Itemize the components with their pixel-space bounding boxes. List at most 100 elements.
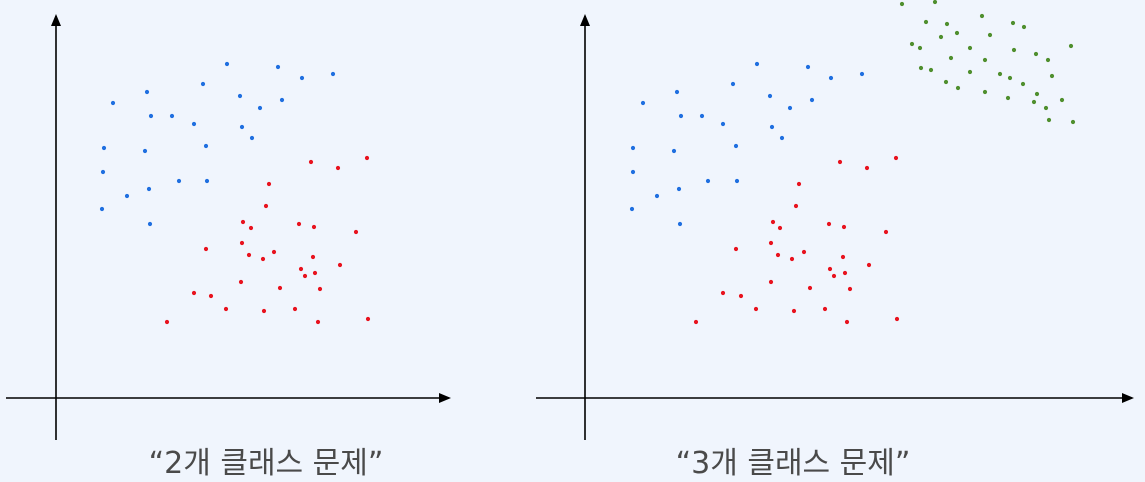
data-point-red [239,240,245,246]
data-point-green [917,45,923,51]
data-point-blue [699,113,705,119]
data-point-red [271,249,277,255]
data-point-blue [805,64,811,70]
data-point-blue [730,81,736,87]
data-point-blue [110,100,116,106]
data-point-blue [677,221,683,227]
data-point-blue [678,113,684,119]
data-point-green [932,0,938,5]
data-point-blue [101,145,107,151]
data-point-green [982,57,988,63]
data-point-green [1045,57,1051,63]
data-point-green [923,19,929,25]
data-point-blue [142,148,148,154]
data-point-red [840,254,846,260]
data-point-red [842,270,848,276]
data-point-green [1043,105,1049,111]
data-point-red [312,270,318,276]
data-point-green [997,71,1003,77]
data-point-green [1068,43,1074,49]
data-point-red [894,316,900,322]
data-point-green [1059,97,1065,103]
data-point-red [753,306,759,312]
data-point-blue [720,121,726,127]
data-point-red [208,293,214,299]
data-point-red [335,165,341,171]
data-point-green [918,65,924,71]
data-point-red [246,252,252,258]
data-point-red [277,285,283,291]
data-point-red [364,155,370,161]
data-point-red [866,262,872,268]
data-point-red [777,225,783,231]
data-point-blue [733,143,739,149]
data-point-blue [148,113,154,119]
data-point-red [864,165,870,171]
chart-caption: “2개 클래스 문제” [149,446,384,481]
data-point-blue [169,113,175,119]
data-point-blue [144,89,150,95]
data-point-blue [629,206,635,212]
data-point-green [1049,73,1055,79]
data-point-red [770,219,776,225]
data-point-green [938,34,944,40]
data-point-red [793,203,799,209]
data-point-blue [100,169,106,175]
data-point-red [733,246,739,252]
data-point-blue [203,143,209,149]
data-point-red [317,286,323,292]
data-point-green [967,69,973,75]
data-point-blue [705,178,711,184]
data-point-red [266,181,272,187]
data-point-blue [239,124,245,130]
data-point-green [1010,20,1016,26]
data-point-red [801,249,807,255]
data-point-red [844,319,850,325]
data-point-red [248,225,254,231]
data-point-red [203,246,209,252]
data-point-blue [200,81,206,87]
data-point-red [191,290,197,296]
data-point-green [928,67,934,73]
data-point-red [310,254,316,260]
data-point-blue [99,206,105,212]
data-point-blue [630,145,636,151]
data-point-green [1034,91,1040,97]
data-point-blue [630,169,636,175]
data-point-blue [671,148,677,154]
data-point-blue [191,121,197,127]
data-point-green [899,1,905,7]
data-point-red [883,229,889,235]
data-point-blue [779,135,785,141]
data-point-blue [828,75,834,81]
data-point-green [1031,99,1037,105]
data-point-red [837,159,843,165]
data-point-green [955,85,961,91]
data-point-blue [124,193,130,199]
data-point-red [807,285,813,291]
data-point-red [260,256,266,262]
data-point-blue [859,71,865,77]
data-point-red [796,181,802,187]
data-point-red [238,279,244,285]
data-point-green [1033,51,1039,57]
data-point-red [768,279,774,285]
data-point-red [315,319,321,325]
data-point-blue [275,64,281,70]
data-point-red [768,240,774,246]
data-point-green [909,41,915,47]
data-point-blue [676,186,682,192]
data-point-blue [237,93,243,99]
data-point-green [948,55,954,61]
data-point-green [954,30,960,36]
data-point-red [693,319,699,325]
data-point-blue [769,124,775,130]
data-point-green [1070,119,1076,125]
chart-two-class: “2개 클래스 문제” [6,14,451,481]
data-point-red [353,229,359,235]
data-point-green [982,89,988,95]
data-point-green [979,13,985,19]
data-point-blue [257,105,263,111]
data-point-blue [767,93,773,99]
